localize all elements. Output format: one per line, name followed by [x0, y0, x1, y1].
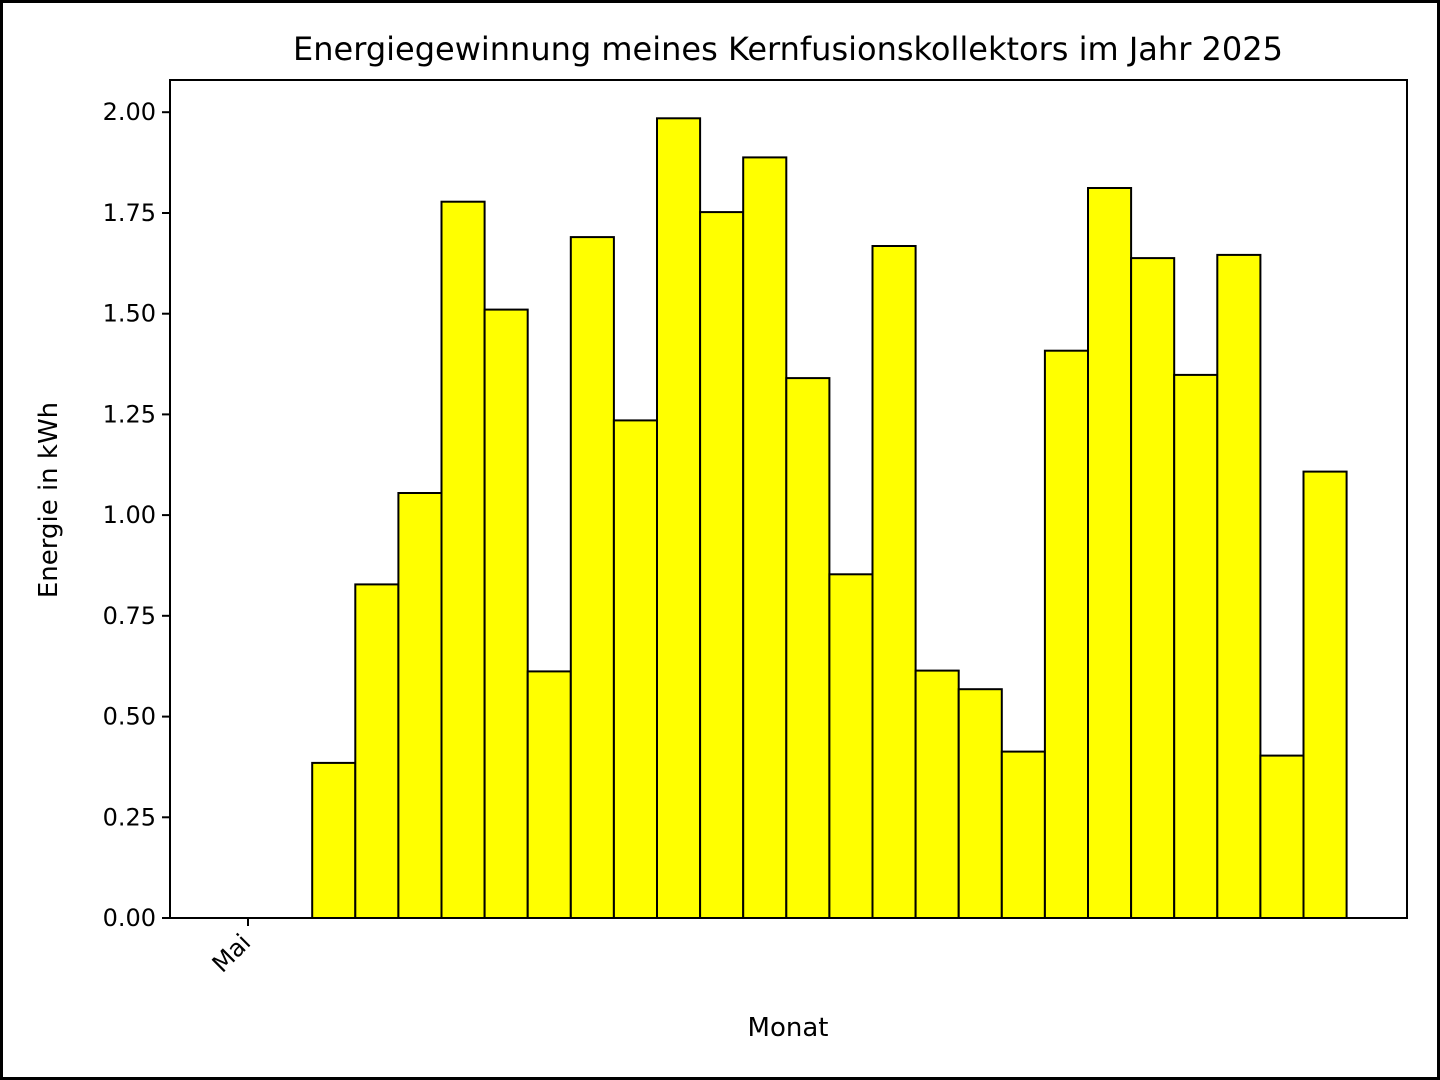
x-tick-label: Mai: [207, 928, 257, 978]
y-tick-label: 1.25: [103, 400, 156, 428]
bar: [1259, 754, 1305, 919]
y-tick-label: 0.25: [103, 803, 156, 831]
y-tick-label: 0.00: [103, 904, 156, 932]
y-tick-label: 1.50: [103, 300, 156, 328]
y-tick-label: 1.00: [103, 501, 156, 529]
bar: [785, 377, 831, 920]
bar: [914, 669, 960, 919]
bar: [1087, 187, 1133, 919]
x-axis-ticks: Mai: [207, 918, 257, 978]
bar: [483, 308, 529, 920]
y-tick-label: 0.75: [103, 602, 156, 630]
bar: [311, 761, 357, 920]
bar: [612, 419, 659, 919]
y-axis-label: Energie in kWh: [34, 402, 64, 598]
x-axis-label: Monat: [748, 1013, 829, 1043]
y-tick-label: 2.00: [103, 98, 156, 126]
bar: [354, 583, 400, 920]
bar: [656, 117, 702, 920]
bar: [1130, 257, 1176, 920]
bar: [1216, 253, 1262, 919]
y-tick-label: 0.50: [103, 703, 156, 731]
bar: [871, 245, 917, 919]
y-axis-ticks: 0.00 0.25 0.50 0.75 1.00 1.25 1.50 1.75 2.00: [103, 98, 170, 932]
bar: [526, 670, 572, 920]
chart-title: Energiegewinnung meines Kernfusionskolle…: [293, 30, 1283, 68]
bar: [1302, 470, 1348, 919]
bar: [828, 573, 874, 919]
bar: [397, 492, 443, 919]
bars-group: [311, 117, 1348, 920]
bar: [1043, 349, 1090, 919]
bar: [699, 211, 745, 920]
plot-area-frame: [169, 79, 1408, 919]
bar: [569, 236, 615, 920]
bar: [1000, 750, 1046, 919]
bar: [957, 688, 1003, 920]
bar: [742, 156, 788, 919]
y-tick-label: 1.75: [103, 199, 156, 227]
bar: [440, 200, 486, 919]
bar: [1173, 373, 1219, 919]
